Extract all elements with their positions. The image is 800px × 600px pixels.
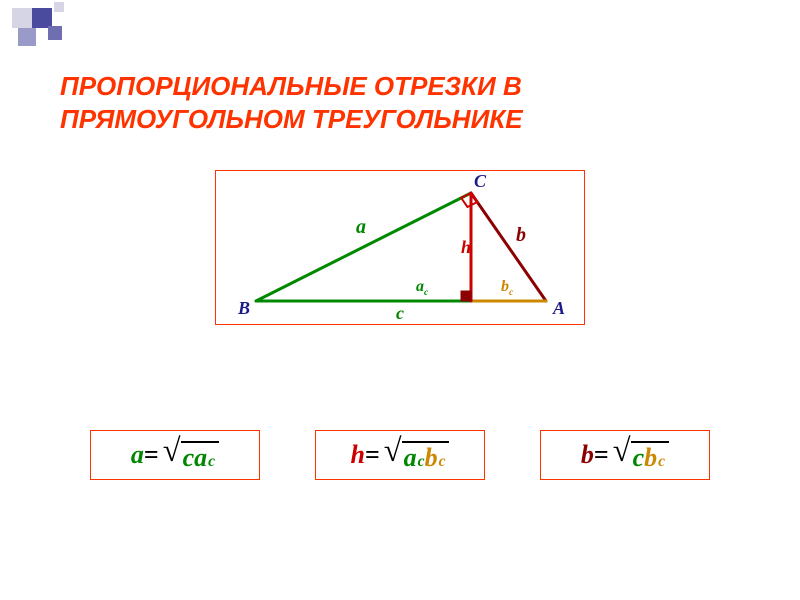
svg-text:bc: bc bbox=[501, 278, 514, 298]
svg-text:B: B bbox=[237, 298, 250, 318]
svg-text:h: h bbox=[461, 237, 471, 257]
svg-text:c: c bbox=[396, 303, 404, 323]
svg-text:ac: ac bbox=[416, 278, 429, 298]
triangle-diagram: BACabchacbc bbox=[215, 170, 585, 325]
decoration-square bbox=[12, 8, 32, 28]
decoration-square bbox=[32, 8, 52, 28]
svg-text:b: b bbox=[516, 224, 526, 246]
decoration-square bbox=[18, 28, 36, 46]
corner-decoration bbox=[0, 0, 120, 60]
formula-box-1: h = √acbc bbox=[315, 430, 485, 480]
svg-text:a: a bbox=[356, 216, 366, 238]
decoration-square bbox=[54, 2, 64, 12]
formula-box-0: a = √c ac bbox=[90, 430, 260, 480]
page-title: ПРОПОРЦИОНАЛЬНЫЕ ОТРЕЗКИ В ПРЯМОУГОЛЬНОМ… bbox=[60, 70, 750, 135]
svg-text:A: A bbox=[552, 298, 565, 318]
decoration-square bbox=[48, 26, 62, 40]
triangle-svg: BACabchacbc bbox=[216, 171, 586, 326]
formula-box-2: b = √c bc bbox=[540, 430, 710, 480]
svg-text:C: C bbox=[474, 171, 487, 191]
